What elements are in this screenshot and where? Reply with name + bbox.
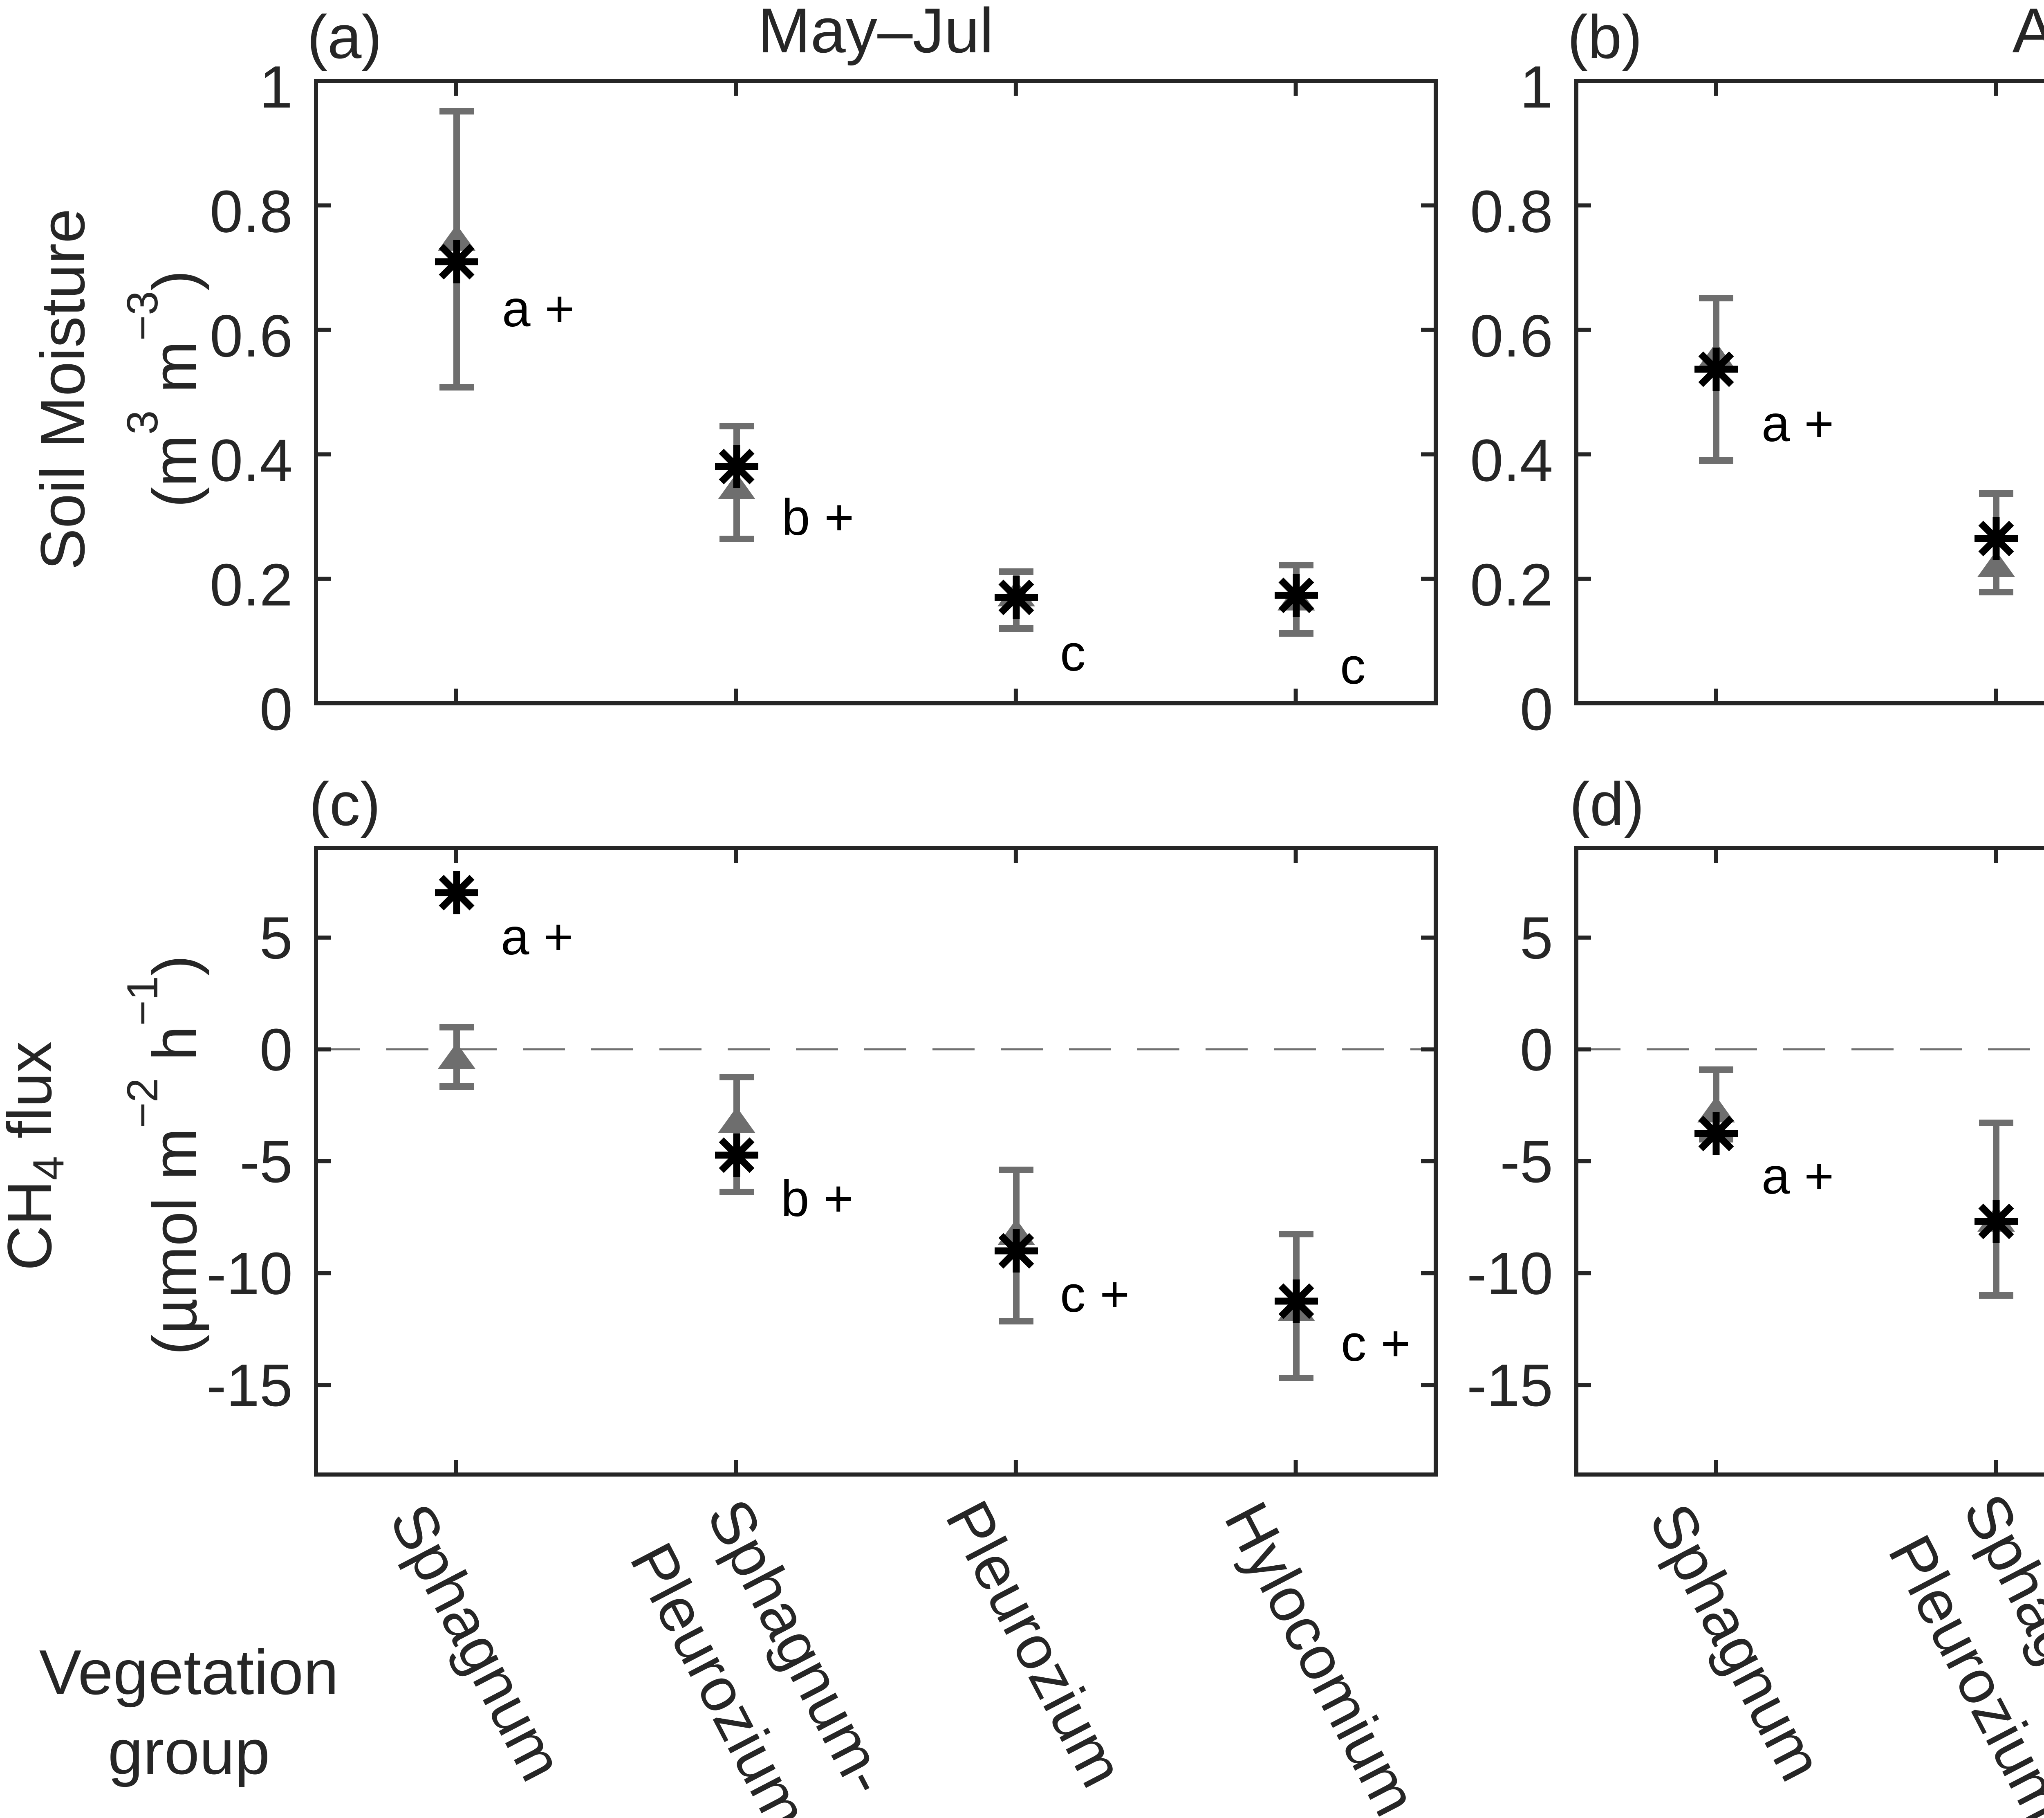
svg-text:-15: -15: [1467, 1352, 1553, 1418]
svg-text:b +: b +: [782, 489, 854, 546]
svg-text:a +: a +: [501, 909, 573, 965]
svg-text:Aug–Oct: Aug–Oct: [2012, 0, 2044, 66]
svg-text:-5: -5: [240, 1128, 293, 1195]
svg-text:(c): (c): [309, 770, 381, 838]
svg-text:5: 5: [1520, 905, 1553, 971]
svg-text:-5: -5: [1500, 1128, 1553, 1195]
svg-text:0.6: 0.6: [1470, 303, 1553, 369]
svg-text:Vegetation: Vegetation: [39, 1637, 339, 1708]
svg-text:0.4: 0.4: [1470, 427, 1553, 494]
svg-text:(a): (a): [307, 2, 382, 71]
svg-text:(b): (b): [1567, 2, 1642, 71]
svg-text:-10: -10: [1467, 1240, 1553, 1307]
svg-text:-15: -15: [206, 1352, 293, 1418]
svg-text:0.8: 0.8: [1470, 178, 1553, 245]
svg-text:0.6: 0.6: [210, 303, 293, 369]
svg-text:-10: -10: [206, 1240, 293, 1307]
svg-text:(d): (d): [1569, 770, 1644, 838]
svg-text:b +: b +: [2041, 1242, 2044, 1299]
svg-text:0.4: 0.4: [210, 427, 293, 494]
svg-text:c +: c +: [1060, 1266, 1130, 1323]
svg-text:0.8: 0.8: [210, 178, 293, 245]
svg-text:5: 5: [260, 905, 293, 971]
svg-text:0: 0: [260, 1016, 293, 1083]
svg-text:c +: c +: [1341, 1315, 1410, 1372]
svg-text:a +: a +: [1762, 395, 1834, 452]
svg-text:b +: b +: [2042, 564, 2044, 621]
svg-text:0: 0: [1520, 1016, 1553, 1083]
svg-text:a +: a +: [502, 281, 574, 337]
svg-text:1: 1: [260, 54, 293, 120]
svg-text:Soil Moisture: Soil Moisture: [28, 209, 98, 570]
svg-text:0.2: 0.2: [210, 552, 293, 618]
svg-text:c: c: [1340, 638, 1366, 695]
svg-text:0.2: 0.2: [1470, 552, 1553, 618]
svg-text:0: 0: [1520, 676, 1553, 743]
svg-text:b +: b +: [781, 1170, 853, 1227]
svg-text:CH4 flux: CH4 flux: [0, 1041, 73, 1270]
svg-text:0: 0: [260, 676, 293, 743]
svg-text:a +: a +: [1762, 1148, 1834, 1205]
svg-text:May–Jul: May–Jul: [758, 0, 993, 66]
svg-text:1: 1: [1520, 54, 1553, 120]
svg-text:group: group: [108, 1717, 270, 1787]
svg-text:c: c: [1060, 625, 1086, 682]
